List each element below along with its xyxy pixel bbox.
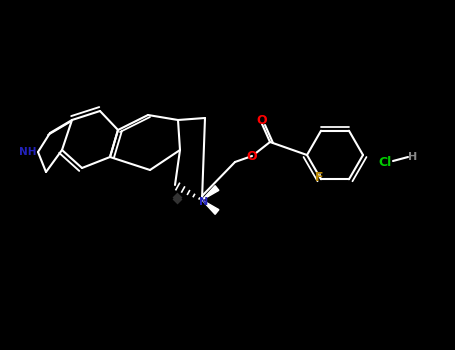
Text: H: H (409, 152, 418, 162)
Text: F: F (315, 171, 323, 184)
Polygon shape (202, 186, 219, 200)
Text: O: O (247, 149, 258, 162)
Polygon shape (202, 200, 219, 214)
Text: O: O (257, 113, 268, 126)
Text: NH: NH (19, 147, 36, 157)
Text: Cl: Cl (379, 156, 392, 169)
Text: N: N (199, 197, 209, 207)
